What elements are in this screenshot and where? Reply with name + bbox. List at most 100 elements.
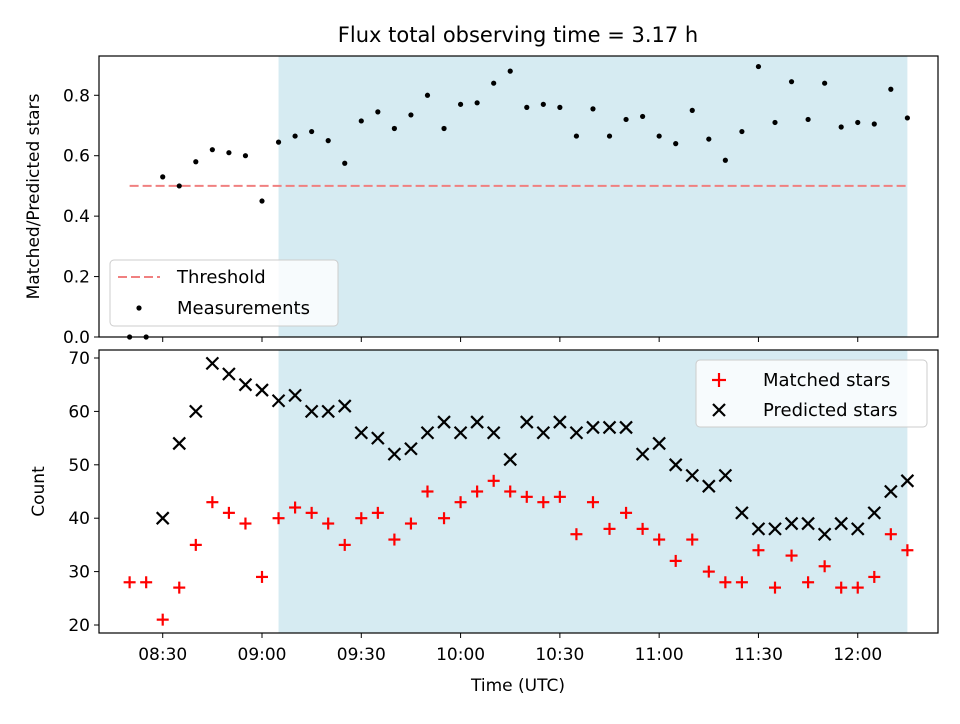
measurement-point [888,86,894,92]
predicted-stars-point [238,377,253,392]
measurement-point [557,104,563,110]
matched-stars-point [388,533,401,546]
predicted-stars-point [884,484,898,499]
bottom-x-ticks: 08:30 09:00 09:30 10:00 10:30 11:00 11:30 12:00 [138,633,882,665]
measurement-point [755,63,762,70]
matched-stars-point [338,538,351,551]
x-tick-label: 08:30 [138,645,187,665]
matched-stars-point [222,506,235,519]
legend-threshold-label: Threshold [176,267,266,288]
measurement-point [242,153,249,159]
measurement-point [375,109,381,115]
measurement-point [259,198,265,204]
matched-stars-point [735,576,748,589]
bottom-panel: 20 30 40 50 60 70 08:30 09:00 09:30 10:00 10:30 11… [29,349,939,696]
legend-measurements-swatch [136,305,142,311]
measurement-point [772,119,778,126]
predicted-stars-point [553,415,567,429]
matched-stars-point [355,512,368,525]
matched-stars-point [537,496,550,509]
y-tick-label: 20 [68,616,90,636]
matched-stars-point [802,576,815,589]
y-tick-label: 0.0 [63,328,90,348]
measurement-point [722,157,728,163]
matched-stars-point [123,576,136,589]
x-tick-label: 12:00 [833,645,882,665]
matched-stars-point [189,538,202,551]
top-legend-box [109,259,339,327]
predicted-stars-point [486,425,501,440]
y-tick-label: 0.8 [63,86,90,106]
matched-stars-point [686,533,699,546]
matched-stars-point [768,581,781,594]
predicted-stars-point [751,522,766,536]
measurement-point [822,80,828,86]
matched-stars-point [636,522,649,535]
predicted-stars-point [371,431,385,445]
predicted-stars-point [569,425,584,440]
predicted-stars-point [437,415,451,429]
measurement-point [342,160,348,166]
matched-stars-point [884,528,897,541]
y-tick-label: 0.6 [63,147,90,167]
measurement-point [275,139,282,145]
predicted-stars-point [801,516,815,531]
predicted-stars-point [768,522,782,536]
matched-stars-point [785,549,798,562]
measurement-point [408,112,414,118]
matched-stars-point [669,554,682,567]
predicted-stars-point [702,479,716,493]
predicted-stars-point [172,436,187,451]
matched-stars-point [620,506,633,519]
x-tick-label: 10:30 [535,645,584,665]
predicted-stars-point [205,356,220,371]
predicted-stars-point [602,420,617,435]
measurement-point [457,101,464,107]
measurement-point [739,128,745,135]
matched-stars-point [901,544,914,557]
matched-stars-point [752,544,765,557]
predicted-stars-point [404,442,418,456]
x-axis-label: Time (UTC) [470,676,565,696]
measurement-point [193,159,199,165]
y-tick-label: 0.2 [63,268,90,288]
measurement-point [309,128,315,135]
y-tick-label: 30 [68,563,90,583]
predicted-stars-point [834,516,848,531]
predicted-stars-point [271,393,286,408]
matched-stars-point [603,522,616,535]
predicted-stars-point [222,367,236,381]
predicted-stars-point [850,522,865,536]
x-tick-label: 11:30 [734,645,783,665]
predicted-stars-point [718,468,733,483]
measurement-point [904,115,910,121]
matched-stars-point [322,517,335,530]
predicted-stars-point [817,527,832,541]
x-tick-label: 09:30 [337,645,386,665]
measurement-point [292,133,298,139]
matched-stars-point [206,496,219,509]
measurement-point [176,183,182,189]
measurement-point [160,174,166,180]
matched-stars-point [256,570,269,583]
predicted-stars-point [635,447,650,461]
matched-stars-point [156,613,169,626]
y-tick-label: 70 [68,349,90,369]
measurement-point [855,119,861,126]
predicted-stars-point [453,425,468,440]
measurement-point [474,100,480,106]
legend-predicted-swatch [712,403,726,417]
bottom-axes-frame [98,349,939,634]
measurement-point [673,141,679,147]
predicted-stars-point [619,420,633,435]
matched-stars-point [272,512,285,525]
predicted-stars-point [735,506,749,520]
matched-stars-point [305,506,318,519]
top-marks [127,63,910,340]
matched-stars-point [289,501,302,514]
matched-stars-point [520,490,533,503]
measurement-point [838,124,844,130]
matched-stars-point [471,485,484,498]
predicted-stars-point [668,458,683,472]
